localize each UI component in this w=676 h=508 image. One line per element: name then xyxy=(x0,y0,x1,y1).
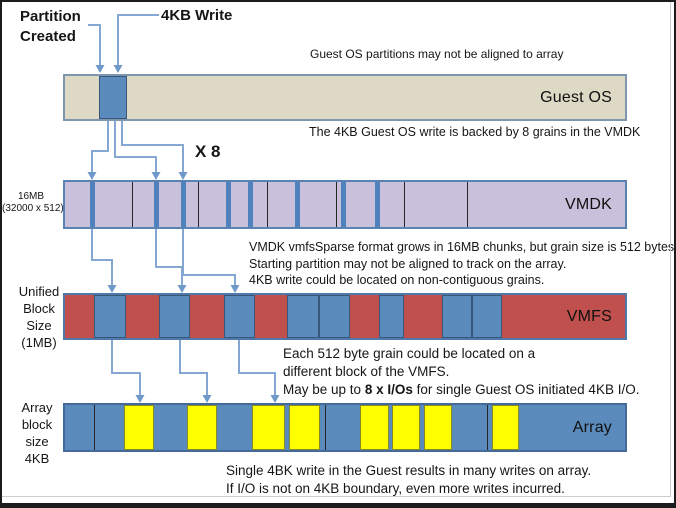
vmdk-note: VMDK vmfsSparse format grows in 16MB chu… xyxy=(249,239,676,289)
vmdk-to-vmfs-arrow-2-line xyxy=(155,229,183,285)
vmfs-to-array-arrow-3-head-icon xyxy=(270,395,280,403)
vmfs-to-array-arrow-3-line xyxy=(238,340,276,395)
vmfs-block xyxy=(94,295,126,338)
vmfs-block-size-line3: Size xyxy=(26,318,52,333)
vmdk-to-vmfs-arrow-2-head-icon xyxy=(177,285,187,293)
partition-created-arrow-head-icon xyxy=(95,65,105,73)
vmdk-size-label: 16MB (32000 x 512) xyxy=(2,191,64,214)
vmdk-divider xyxy=(467,182,468,227)
vmdk-grain xyxy=(295,182,300,227)
vmfs-block-size-line2: Block xyxy=(23,301,55,316)
vmfs-block xyxy=(472,295,502,338)
array-write-block xyxy=(187,405,217,450)
vmdk-to-vmfs-arrow-1-head-icon xyxy=(107,285,117,293)
array-write-block xyxy=(392,405,420,450)
vmdk-grain xyxy=(226,182,231,227)
guest-os-bar-label: Guest OS xyxy=(540,88,612,106)
vmfs-note-line2: different block of the VMFS. xyxy=(283,364,450,379)
vmfs-to-array-arrow-2-head-icon xyxy=(202,395,212,403)
vmdk-divider xyxy=(198,182,199,227)
vmfs-to-array-arrow-2-line xyxy=(179,340,208,395)
vmfs-bar-label: VMFS xyxy=(566,307,612,325)
vmdk-bar-label: VMDK xyxy=(564,195,612,213)
bar-vmfs: VMFS xyxy=(63,293,627,340)
bar-array: Array xyxy=(63,403,627,452)
vmdk-grain xyxy=(181,182,186,227)
vmdk-to-vmfs-arrow-1-line xyxy=(91,229,113,285)
vmfs-block xyxy=(319,295,350,338)
vmdk-divider xyxy=(404,182,405,227)
vmdk-grain xyxy=(375,182,380,227)
vmdk-note-line1: VMDK vmfsSparse format grows in 16MB chu… xyxy=(249,240,676,254)
array-block-size-line4: 4KB xyxy=(24,451,50,466)
array-bar-label: Array xyxy=(572,418,612,436)
vmfs-block-size-line1: Unified xyxy=(18,284,60,299)
vmfs-note-line3-bold: 8 x I/Os xyxy=(364,382,413,397)
vmfs-block-size-line4: (1MB) xyxy=(21,335,57,350)
slide-edge-right xyxy=(670,2,671,497)
vmfs-note-line1: Each 512 byte grain could be located on … xyxy=(283,346,536,361)
vmdk-note-line3: 4KB write could be located on non-contig… xyxy=(249,273,545,287)
guest-to-vmdk-arrow-3-head-icon xyxy=(178,172,188,180)
partition-created-label: Partition Created xyxy=(20,8,81,45)
vmfs-note-line3: May be up to 8 x I/Os for single Guest O… xyxy=(283,381,639,399)
vmfs-note-line3-pre: May be up to xyxy=(283,382,365,397)
array-divider xyxy=(94,405,95,450)
array-block-size-line2: block xyxy=(21,417,53,432)
vmfs-block-size-label: Unified Block Size (1MB) xyxy=(16,283,62,351)
kb-write-arrow-head-icon xyxy=(113,65,123,73)
kb-write-label: 4KB Write xyxy=(161,7,233,24)
guest-bottom-note: The 4KB Guest OS write is backed by 8 gr… xyxy=(309,125,641,139)
array-write-block xyxy=(424,405,452,450)
guest-to-vmdk-arrow-2-head-icon xyxy=(151,172,161,180)
array-block-size-line3: size xyxy=(25,434,49,449)
array-write-block xyxy=(492,405,519,450)
bar-vmdk: VMDK xyxy=(63,180,627,229)
footer-note-line2: If I/O is not on 4KB boundary, even more… xyxy=(226,481,565,496)
footer-note-line1: Single 4BK write in the Guest results in… xyxy=(226,463,592,478)
guest-write-segment xyxy=(99,76,127,119)
array-write-block xyxy=(360,405,389,450)
slide-edge-bottom xyxy=(2,496,671,497)
array-block-size-label: Array block size 4KB xyxy=(14,399,60,467)
vmdk-divider xyxy=(132,182,133,227)
vmdk-size-line1: 16MB xyxy=(17,191,45,202)
guest-to-vmdk-arrow-3-line xyxy=(121,121,184,172)
guest-to-vmdk-arrow-2-line xyxy=(114,121,157,172)
array-divider xyxy=(487,405,488,450)
kb-write-arrow-line xyxy=(117,14,159,65)
vmdk-to-vmfs-arrow-3-line xyxy=(182,229,236,285)
vmdk-note-line2: Starting partition may not be aligned to… xyxy=(249,256,567,271)
vmfs-note-line3-post: for single Guest OS initiated 4KB I/O. xyxy=(412,382,640,397)
footer-note: Single 4BK write in the Guest results in… xyxy=(226,462,591,498)
vmfs-block xyxy=(224,295,255,338)
vmfs-to-array-arrow-1-head-icon xyxy=(135,395,145,403)
vmfs-block xyxy=(379,295,404,338)
vmdk-divider xyxy=(267,182,268,227)
vmfs-block xyxy=(287,295,319,338)
vmdk-grain xyxy=(341,182,346,227)
vmdk-grain xyxy=(248,182,253,227)
vmdk-to-vmfs-arrow-3-head-icon xyxy=(230,285,240,293)
guest-to-vmdk-arrow-1-line xyxy=(91,121,109,172)
array-block-size-line1: Array xyxy=(21,400,53,415)
guest-to-vmdk-arrow-1-head-icon xyxy=(87,172,97,180)
vmfs-note: Each 512 byte grain could be located on … xyxy=(283,345,639,399)
array-write-block xyxy=(252,405,285,450)
guest-top-note: Guest OS partitions may not be aligned t… xyxy=(310,47,564,61)
vmdk-grain xyxy=(90,182,95,227)
vmfs-block xyxy=(159,295,190,338)
array-write-block xyxy=(124,405,154,450)
array-write-block xyxy=(289,405,320,450)
vmdk-divider xyxy=(336,182,337,227)
array-divider xyxy=(325,405,326,450)
vmdk-grain xyxy=(154,182,159,227)
vmdk-size-line2: (32000 x 512) xyxy=(2,202,64,214)
vmfs-block xyxy=(442,295,472,338)
x8-label: X 8 xyxy=(195,142,221,161)
vmfs-to-array-arrow-1-line xyxy=(111,340,141,395)
bar-guest-os: Guest OS xyxy=(63,74,627,121)
